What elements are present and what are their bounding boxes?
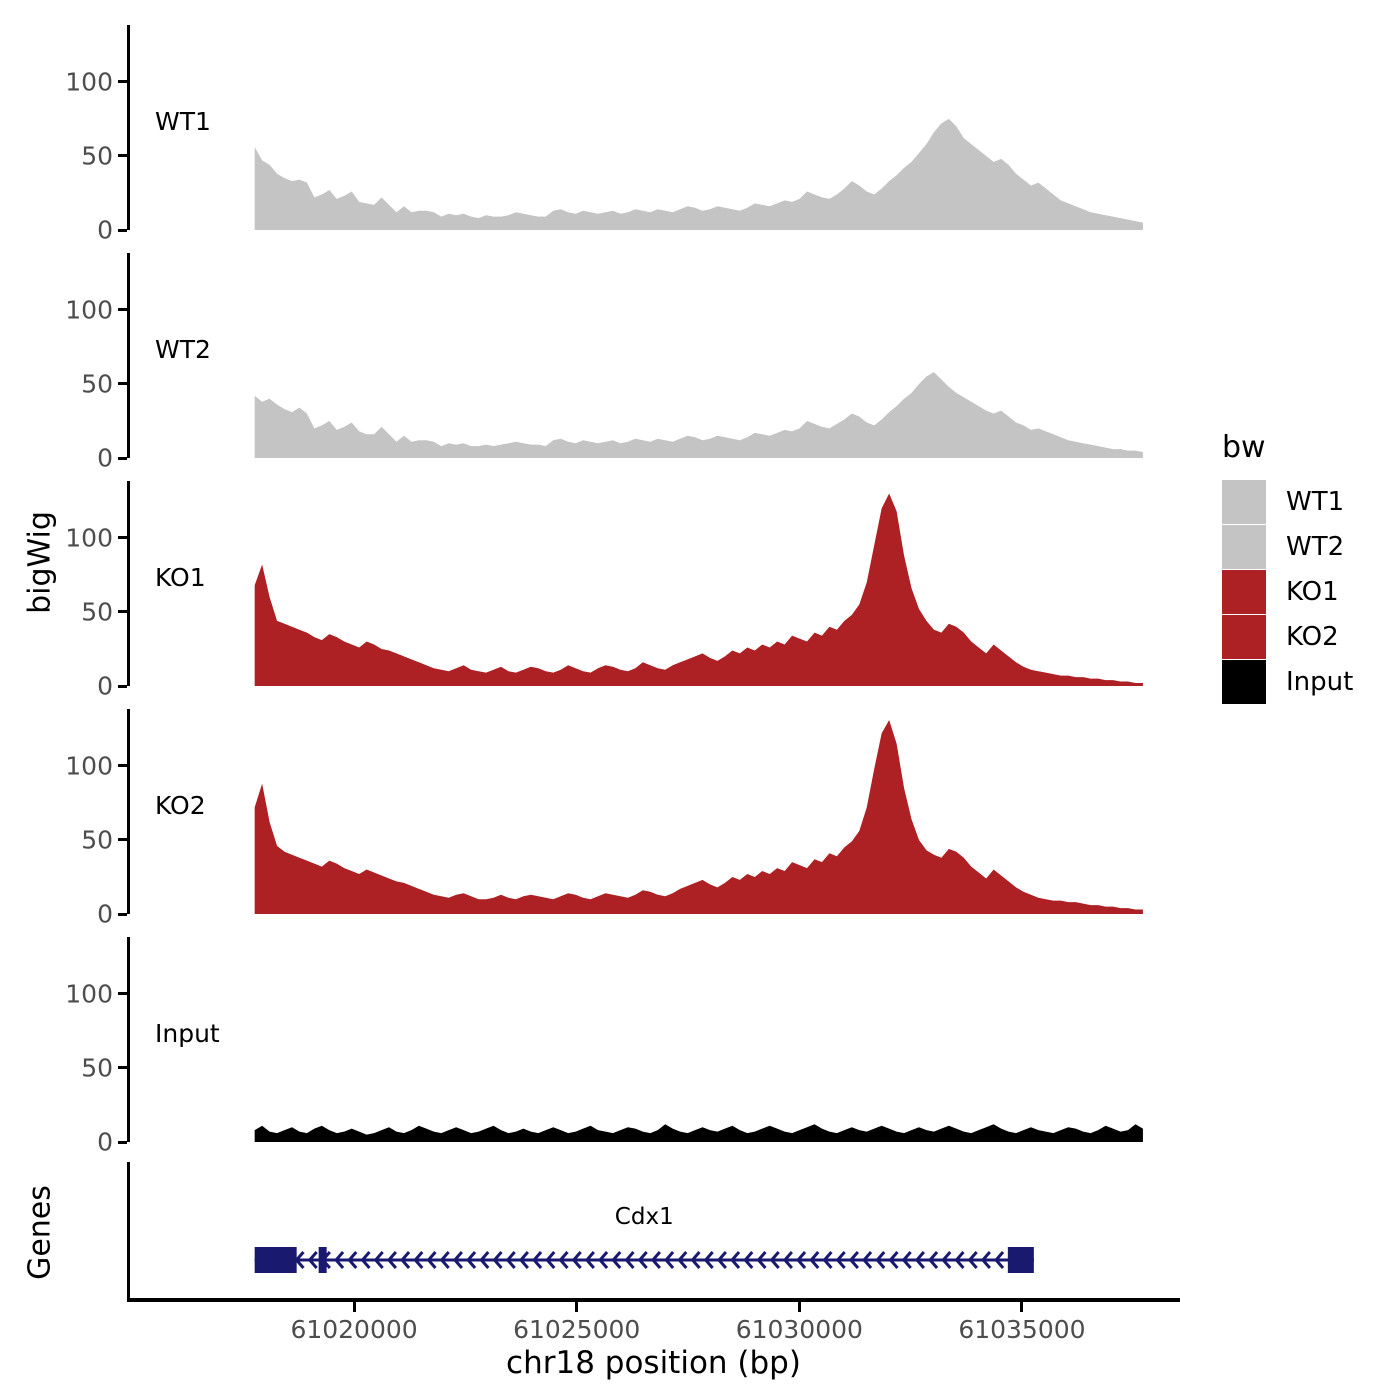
y-tick: [118, 80, 127, 84]
y-tick-label: 50: [81, 597, 113, 627]
y-axis-title-genes: Genes: [22, 1185, 58, 1280]
y-tick: [118, 536, 127, 540]
y-tick-label: 50: [81, 825, 113, 855]
legend-label: WT1: [1286, 486, 1345, 517]
x-tick: [575, 1302, 579, 1312]
x-tick: [797, 1302, 801, 1312]
y-axis-line: [127, 709, 130, 914]
x-tick-label: 61025000: [513, 1315, 641, 1344]
y-tick-label: 100: [65, 523, 113, 553]
track-panel-wt2: 0 50 100 WT2: [65, 253, 1183, 471]
y-tick: [118, 456, 127, 460]
y-tick: [118, 912, 127, 916]
x-axis-line: [127, 1298, 1180, 1302]
signal-area-ko1: [130, 481, 1183, 686]
legend-item-ko2[interactable]: KO2: [1222, 614, 1353, 659]
legend-swatch: [1222, 479, 1266, 524]
x-tick-label: 61030000: [735, 1315, 863, 1344]
legend-swatch: [1222, 614, 1266, 659]
legend-label: WT2: [1286, 531, 1345, 562]
y-tick-label: 0: [97, 443, 113, 473]
track-panel-ko1: 0 50 100 KO1: [65, 481, 1183, 699]
y-tick: [118, 308, 127, 312]
x-axis-title: chr18 position (bp): [506, 1345, 801, 1381]
track-panel-ko2: 0 50 100 KO2: [65, 709, 1183, 927]
signal-area-wt1: [130, 25, 1183, 230]
track-panel-input: 0 50 100 Input: [65, 937, 1183, 1155]
y-axis-title-bigwig: bigWig: [22, 511, 58, 614]
y-tick-label: 100: [65, 295, 113, 325]
x-tick-label: 61020000: [290, 1315, 418, 1344]
track-label-wt1: WT1: [155, 107, 211, 137]
signal-area-wt2: [130, 253, 1183, 458]
track-label-ko2: KO2: [155, 791, 206, 821]
y-tick-label: 50: [81, 1053, 113, 1083]
gene-axis-line: [127, 1162, 130, 1298]
y-axis-line: [127, 253, 130, 458]
gene-model-cdx1[interactable]: [130, 1162, 1183, 1298]
y-axis-line: [127, 481, 130, 686]
y-axis-line: [127, 937, 130, 1142]
y-tick: [118, 684, 127, 688]
y-tick: [118, 382, 127, 386]
legend-swatch: [1222, 659, 1266, 704]
track-label-input: Input: [155, 1019, 220, 1049]
legend-label: Input: [1286, 666, 1354, 697]
gene-name-label: Cdx1: [614, 1204, 674, 1230]
legend-item-input[interactable]: Input: [1222, 659, 1353, 704]
y-tick-label: 100: [65, 67, 113, 97]
y-axis-line: [127, 25, 130, 230]
x-tick-label: 61035000: [958, 1315, 1086, 1344]
legend-label: KO2: [1286, 621, 1339, 652]
y-tick: [118, 1066, 127, 1070]
legend-title: bw: [1222, 430, 1266, 465]
legend-items: WT1 WT2 KO1 KO2 Input: [1222, 479, 1353, 704]
legend: bw WT1 WT2 KO1 KO2 Input: [1222, 430, 1353, 704]
y-tick: [118, 992, 127, 996]
x-tick: [352, 1302, 356, 1312]
y-tick-label: 100: [65, 751, 113, 781]
y-tick-label: 0: [97, 899, 113, 929]
y-tick-label: 0: [97, 215, 113, 245]
legend-item-wt1[interactable]: WT1: [1222, 479, 1353, 524]
legend-swatch: [1222, 524, 1266, 569]
legend-item-ko1[interactable]: KO1: [1222, 569, 1353, 614]
y-tick-label: 0: [97, 671, 113, 701]
y-tick-label: 50: [81, 369, 113, 399]
legend-label: KO1: [1286, 576, 1339, 607]
y-tick: [118, 610, 127, 614]
gene-panel: Cdx1: [127, 1162, 1183, 1298]
y-tick-label: 0: [97, 1127, 113, 1157]
signal-area-ko2: [130, 709, 1183, 914]
y-tick: [118, 1140, 127, 1144]
track-panel-wt1: 0 50 100 WT1: [65, 25, 1183, 243]
y-tick: [118, 228, 127, 232]
x-tick: [1020, 1302, 1024, 1312]
legend-swatch: [1222, 569, 1266, 614]
signal-area-input: [130, 937, 1183, 1142]
legend-item-wt2[interactable]: WT2: [1222, 524, 1353, 569]
y-tick: [118, 764, 127, 768]
y-tick-label: 100: [65, 979, 113, 1009]
y-tick: [118, 154, 127, 158]
y-tick: [118, 838, 127, 842]
track-label-ko1: KO1: [155, 563, 206, 593]
y-tick-label: 50: [81, 141, 113, 171]
track-label-wt2: WT2: [155, 335, 211, 365]
